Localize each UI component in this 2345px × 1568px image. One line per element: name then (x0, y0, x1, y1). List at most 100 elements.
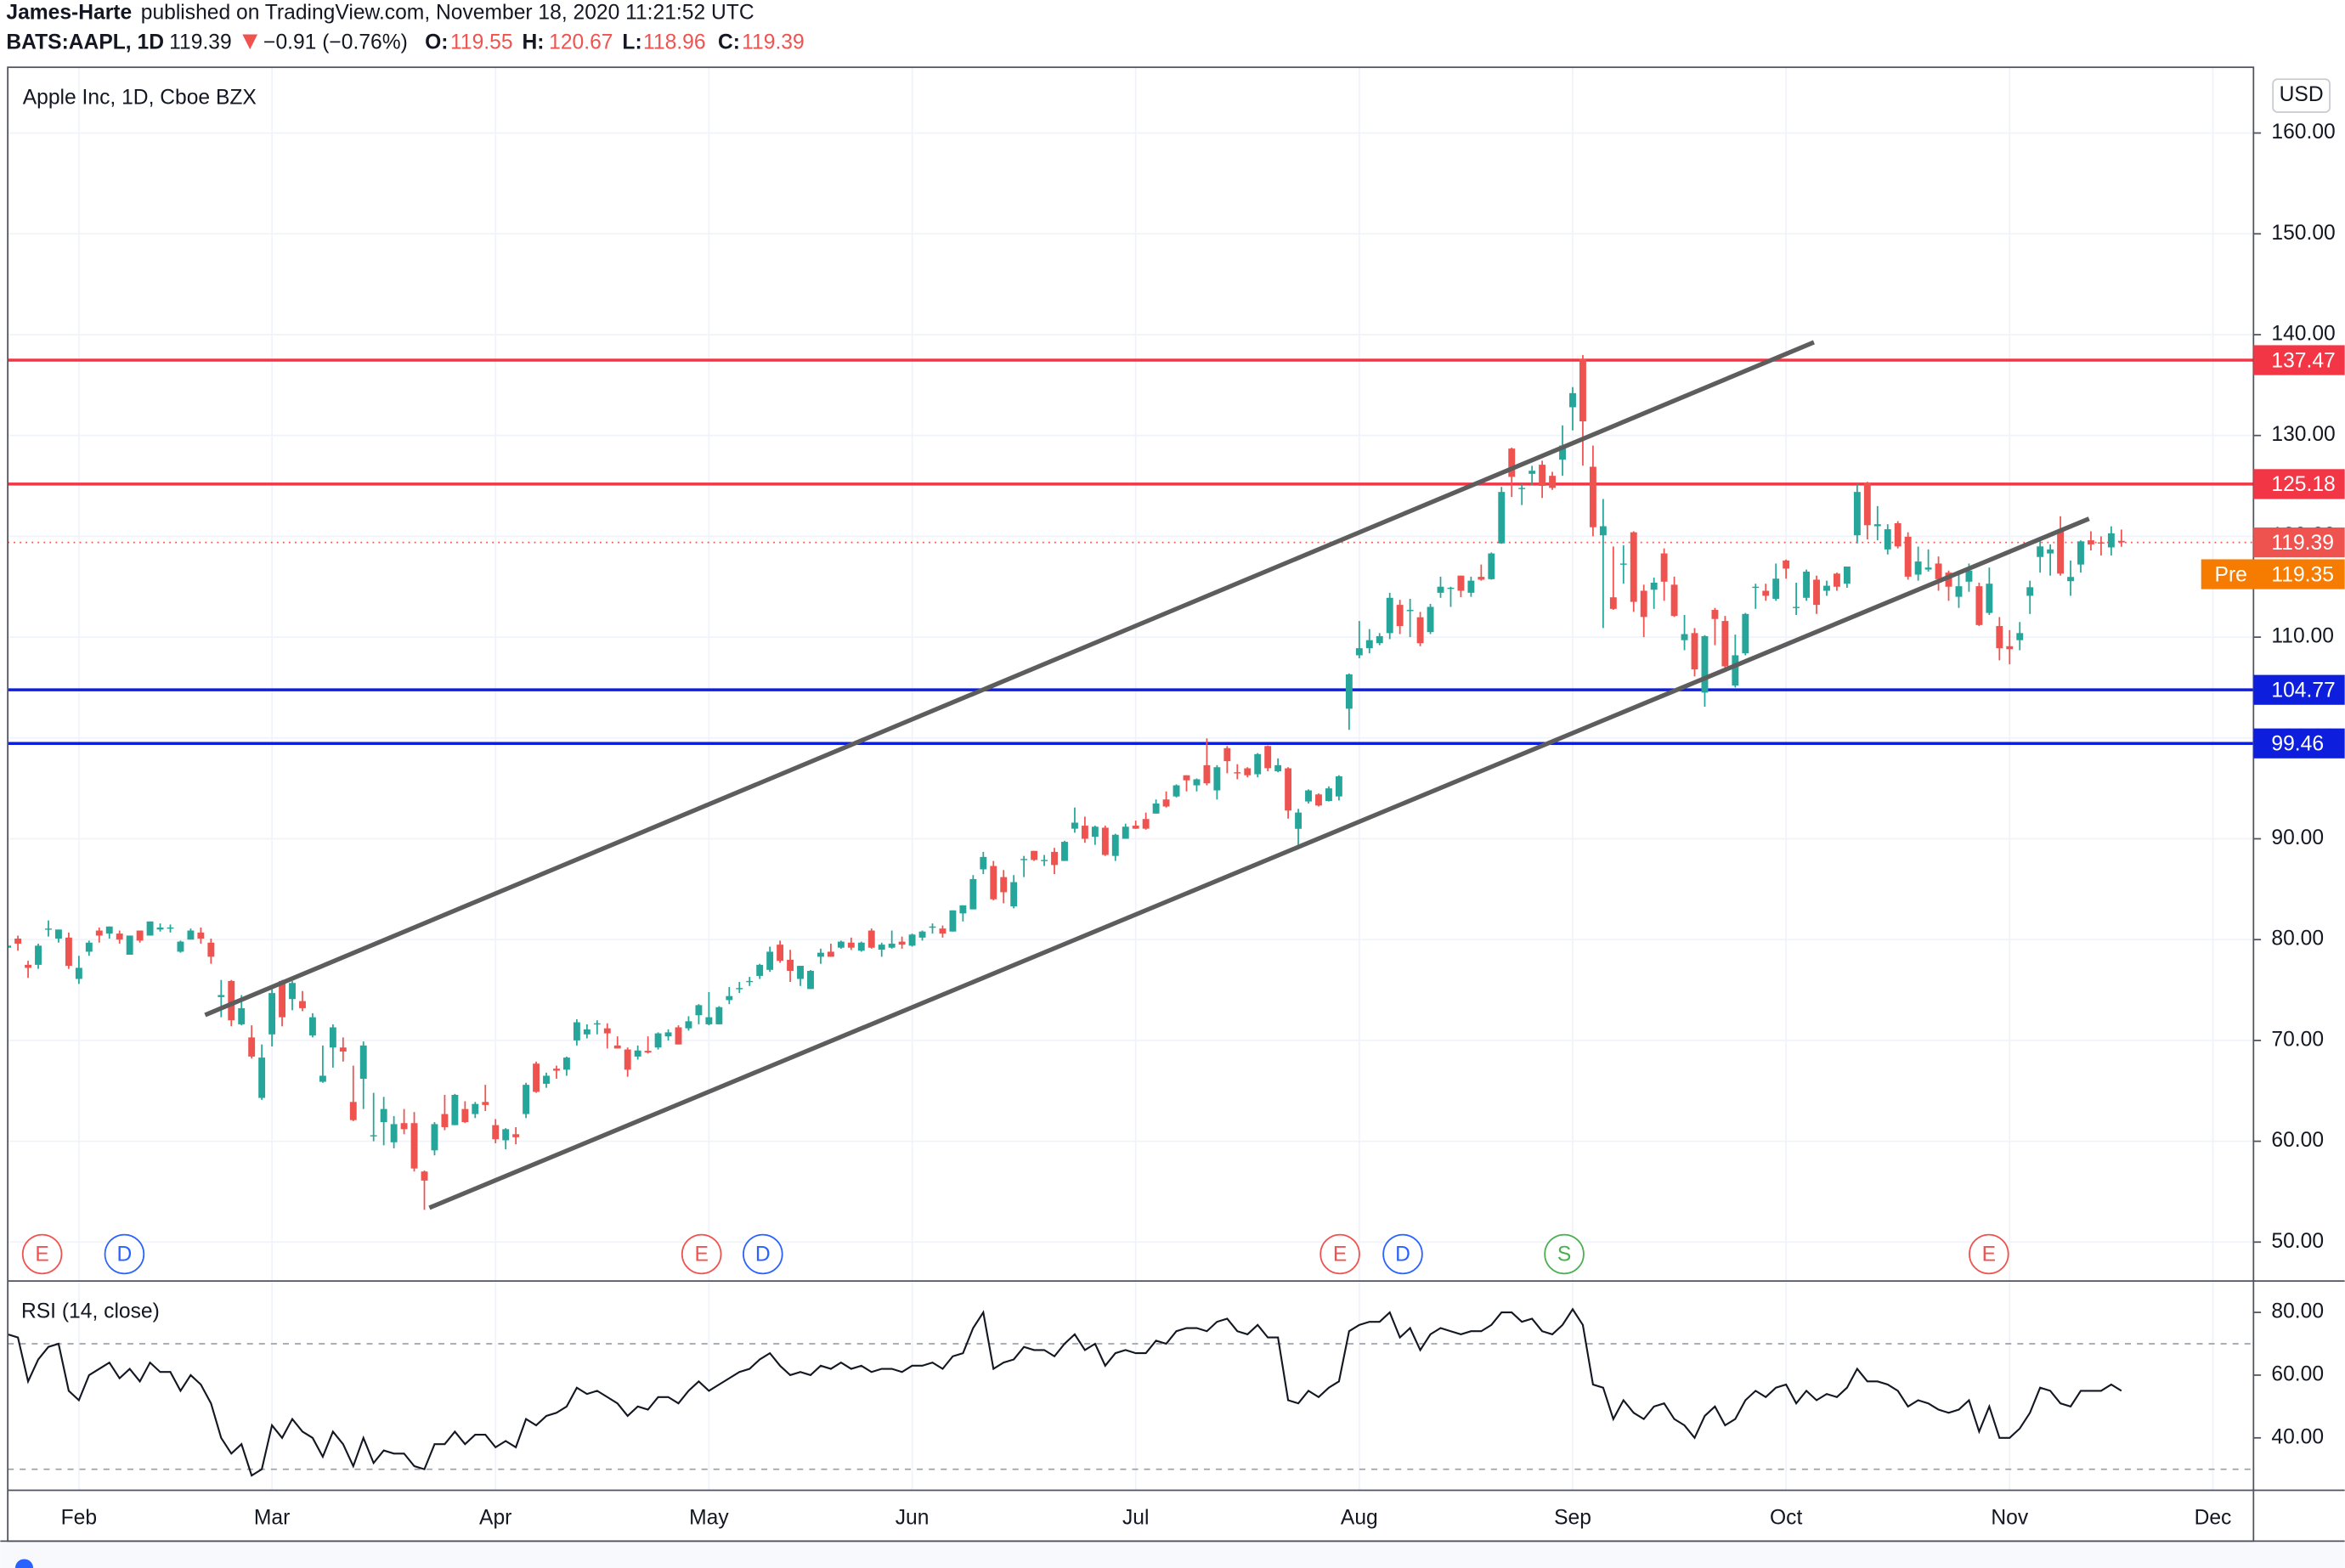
events: E D E D E D S E (21, 1233, 2009, 1275)
candle-body (1274, 764, 1282, 771)
candle-body (1986, 584, 1993, 613)
candle-body (268, 993, 276, 1035)
candle-body (14, 939, 22, 944)
event-marker[interactable] (21, 1233, 63, 1275)
candle-body (1965, 570, 1973, 582)
candle-body (766, 951, 774, 970)
candle-body (562, 1058, 570, 1070)
candle-body (2088, 540, 2094, 544)
currency-box[interactable] (2272, 78, 2331, 113)
event-marker[interactable] (1382, 1233, 1423, 1275)
rsi (8, 1307, 2254, 1477)
candle-body (1000, 877, 1008, 893)
candle-body (1406, 610, 1414, 612)
candle-body (238, 1007, 246, 1024)
candle-body (299, 1001, 306, 1008)
candle-body (1051, 851, 1058, 866)
candle-body (908, 934, 916, 946)
candle-body (787, 959, 794, 971)
event-marker[interactable] (1319, 1233, 1360, 1275)
candle-body (1264, 746, 1272, 769)
candle-body (1569, 392, 1576, 408)
candle-body (634, 1050, 641, 1057)
candle-body (105, 926, 113, 934)
candle-body (279, 980, 286, 1018)
event-label: E (35, 1244, 48, 1266)
candle-body (441, 1114, 449, 1127)
candle-body (1528, 471, 1536, 474)
candle-body (2117, 540, 2125, 543)
candle-body (228, 980, 235, 1021)
candle-body (65, 937, 72, 967)
x-tick-label: Mar (254, 1506, 290, 1529)
candle-body (421, 1171, 428, 1181)
candle-body (837, 941, 845, 948)
currency[interactable]: USD (2280, 83, 2324, 106)
candle-body (431, 1124, 438, 1151)
candle-body (1711, 610, 1719, 619)
candle-body (2016, 633, 2024, 640)
candle-body (146, 921, 154, 936)
candle-body (1101, 827, 1109, 855)
event-marker[interactable] (1969, 1233, 2009, 1275)
candle-body (705, 1017, 713, 1024)
event-marker[interactable] (1544, 1233, 1585, 1275)
candle-body (1772, 578, 1780, 599)
candle-body (400, 1123, 408, 1130)
candle-body (1488, 553, 1495, 579)
x-tick-label: Dec (2195, 1506, 2232, 1529)
candle-body (85, 942, 93, 952)
event-marker[interactable] (743, 1233, 783, 1275)
y-tick-label: 40.00 (2271, 1425, 2324, 1448)
candle-body (1742, 613, 1749, 654)
candle-body (1650, 582, 1658, 590)
candle-body (1437, 586, 1444, 593)
open-value: 119.55 (450, 31, 513, 54)
candle-body (807, 970, 814, 990)
candle-body (1061, 842, 1068, 861)
candle-body (1315, 794, 1322, 806)
candle-body (289, 983, 296, 1000)
x-tick-label: Nov (1991, 1506, 2028, 1529)
levels (8, 358, 2254, 745)
candle-body (1559, 445, 1566, 460)
level-label-box (2253, 728, 2345, 759)
last-price: 119.39 (169, 31, 231, 54)
candle-body (1539, 465, 1546, 487)
x-tick-label: Jun (896, 1506, 930, 1529)
candle-body (492, 1125, 500, 1140)
event-marker[interactable] (681, 1233, 722, 1275)
candle-body (1071, 822, 1078, 829)
candle-body (1325, 788, 1332, 801)
candle-body (1660, 553, 1668, 582)
candle-body (359, 1045, 367, 1080)
candle-body (1803, 571, 1811, 598)
event-label: D (755, 1244, 771, 1266)
candle-body (1355, 648, 1363, 656)
candle-body (654, 1033, 662, 1048)
candle-body (207, 942, 215, 957)
candle-body (1996, 626, 2003, 649)
event-marker[interactable] (104, 1233, 145, 1275)
candle-body (1172, 785, 1180, 797)
candle-body (1873, 524, 1881, 527)
author: James-Harte (6, 1, 132, 24)
symbol: BATS:AAPL, 1D (6, 31, 164, 54)
low-label: L: (622, 31, 641, 54)
candle-body (1955, 586, 1963, 597)
candle-body (1111, 834, 1119, 856)
candle-body (1467, 580, 1475, 593)
candle-body (1508, 448, 1516, 477)
x-tick-label: Oct (1770, 1506, 1802, 1529)
candle-body (1396, 605, 1404, 627)
level-label-box (2253, 345, 2345, 375)
candle-body (2047, 549, 2054, 554)
candle-body (2107, 533, 2115, 548)
close-value: 119.39 (742, 31, 804, 54)
candle-body (898, 941, 906, 945)
candle-body (867, 930, 875, 948)
level-label: 125.18 (2271, 473, 2335, 496)
y-tick-label: 110.00 (2271, 625, 2334, 648)
